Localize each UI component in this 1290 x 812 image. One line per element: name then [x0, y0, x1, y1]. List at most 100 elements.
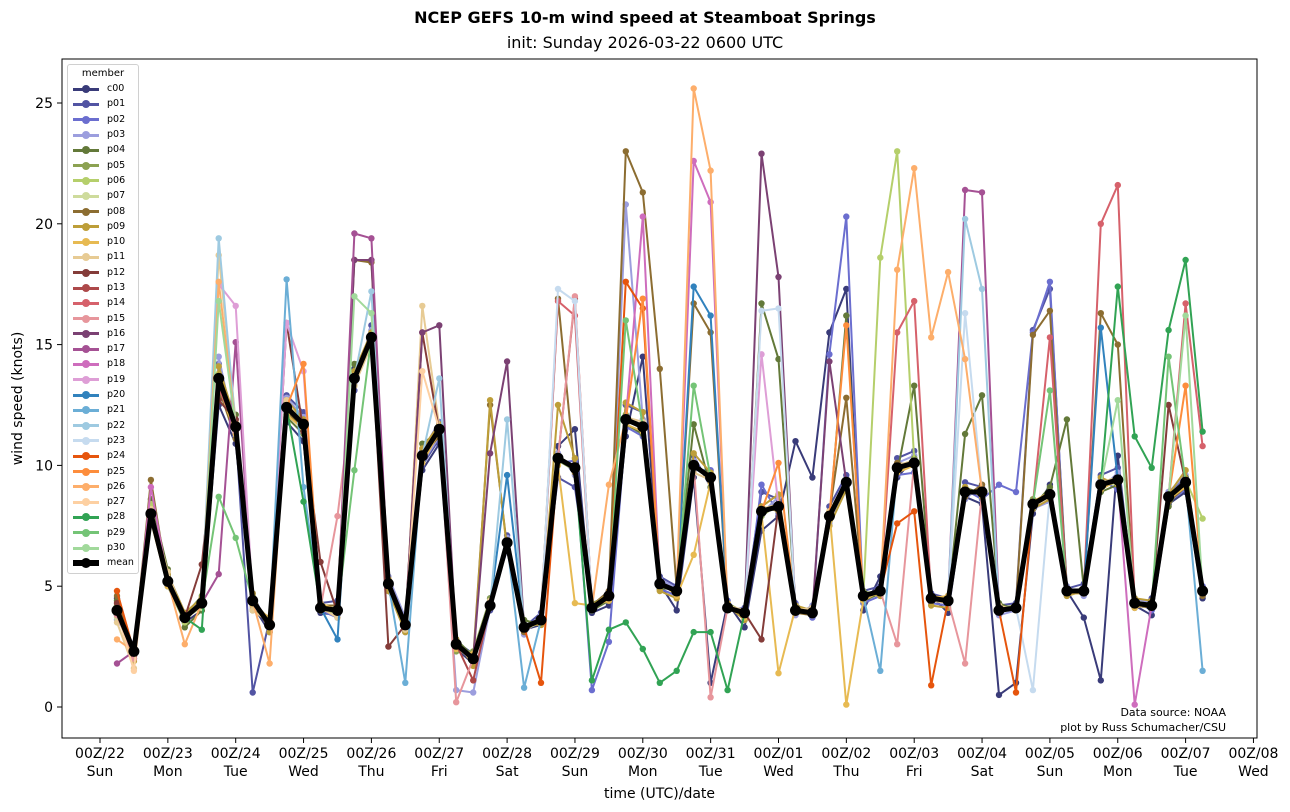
- p20-point: [503, 471, 511, 479]
- p02-point: [995, 481, 1003, 488]
- x-tick-label-time: 00Z/08: [1228, 746, 1278, 762]
- mean-point: [908, 457, 920, 469]
- p02-point: [1012, 488, 1020, 496]
- p13-point: [470, 677, 477, 684]
- p06-point: [877, 254, 884, 261]
- p21-point: [520, 684, 528, 691]
- legend-item-p04: p04: [68, 142, 138, 157]
- legend-swatch: [73, 420, 99, 430]
- mean-point: [281, 401, 293, 413]
- legend-item-p01: p01: [68, 96, 138, 111]
- legend-item-p03: p03: [68, 127, 138, 142]
- p25-point: [775, 459, 782, 467]
- x-tick-label-time: 00Z/26: [346, 746, 396, 762]
- x-tick-label-day: Sun: [1037, 764, 1064, 780]
- p25-point: [843, 322, 850, 329]
- x-tick-label-time: 00Z/04: [957, 746, 1007, 762]
- p29-point: [1165, 353, 1172, 360]
- legend-label: p26: [107, 480, 126, 492]
- legend-swatch: [73, 283, 99, 293]
- legend-label: p13: [107, 282, 126, 293]
- p16-point: [758, 150, 765, 157]
- mean-point: [942, 595, 954, 607]
- legend-swatch: [73, 191, 99, 201]
- mean-point: [1197, 585, 1209, 597]
- p24-point: [622, 278, 629, 285]
- legend-item-p05: p05: [68, 157, 138, 172]
- x-tick-label-day: Mon: [1103, 764, 1133, 780]
- legend-label: p08: [107, 205, 126, 217]
- legend-label: p12: [107, 266, 126, 278]
- y-tick-label: 10: [35, 458, 53, 474]
- legend-swatch: [73, 267, 99, 277]
- p14-point: [1199, 442, 1206, 450]
- p21-point: [1199, 667, 1206, 674]
- x-tick-label-day: Thu: [357, 764, 384, 780]
- legend-label: p14: [107, 297, 126, 309]
- legend-label: p30: [107, 542, 126, 554]
- x-tick-label-day: Thu: [832, 764, 859, 780]
- mean-point: [1010, 602, 1022, 614]
- mean-point: [671, 585, 683, 597]
- p20-point: [334, 636, 341, 643]
- p28-point: [1165, 326, 1172, 334]
- mean-point: [620, 414, 632, 425]
- p26-point: [113, 636, 121, 643]
- p26-point: [215, 278, 222, 285]
- legend-item-p18: p18: [68, 356, 138, 371]
- legend-item-p07: p07: [68, 188, 138, 203]
- p22-point: [368, 288, 375, 295]
- c00-point: [639, 353, 646, 360]
- x-tick-label-time: 00Z/29: [550, 746, 600, 762]
- mean-point: [467, 653, 479, 665]
- legend-item-p14: p14: [68, 295, 138, 310]
- p04-point: [690, 421, 697, 428]
- mean-point: [993, 604, 1005, 616]
- p24-point: [894, 520, 901, 527]
- x-tick-label-time: 00Z/01: [754, 746, 804, 762]
- p16-point: [419, 329, 426, 336]
- x-axis-label: time (UTC)/date: [604, 786, 715, 802]
- c00-point: [809, 474, 816, 481]
- mean-point: [857, 590, 869, 602]
- legend-swatch: [73, 359, 99, 369]
- x-tick-label-day: Fri: [906, 764, 923, 780]
- p24-point: [1012, 689, 1020, 696]
- p28-point: [656, 679, 663, 686]
- p16-point: [826, 358, 833, 365]
- legend-item-p08: p08: [68, 203, 138, 218]
- mean-point: [976, 486, 988, 498]
- legend-label: p02: [107, 113, 126, 125]
- c00-point: [995, 691, 1003, 699]
- mean-point: [1146, 600, 1158, 611]
- legend-swatch: [73, 99, 99, 109]
- p18-point: [147, 483, 155, 491]
- legend-swatch: [73, 543, 99, 553]
- p22-point: [978, 285, 986, 293]
- mean-point: [416, 450, 428, 462]
- p28-point: [1199, 428, 1206, 435]
- legend-label: p17: [107, 343, 126, 355]
- legend-swatch: [73, 435, 99, 445]
- p09-point: [656, 587, 663, 595]
- p08-point: [1097, 310, 1105, 317]
- p26-point: [181, 641, 188, 648]
- legend-swatch: [73, 221, 99, 231]
- legend-item-p06: p06: [68, 173, 138, 188]
- p23-point: [775, 305, 782, 312]
- p28-point: [622, 619, 629, 626]
- legend-item-p02: p02: [68, 112, 138, 127]
- legend-item-p25: p25: [68, 463, 138, 478]
- x-tick-label-time: 00Z/07: [1161, 746, 1211, 762]
- p08-point: [147, 476, 155, 484]
- x-tick-label-time: 00Z/02: [821, 746, 871, 762]
- p21-point: [402, 679, 409, 686]
- legend-label: p03: [107, 129, 126, 141]
- legend-swatch: [73, 114, 99, 124]
- legend-item-p15: p15: [68, 310, 138, 325]
- p26-point: [961, 355, 969, 363]
- mean-point: [450, 638, 462, 650]
- legend-swatch: [73, 130, 99, 140]
- p24-point: [113, 587, 121, 595]
- legend-swatch: [73, 84, 99, 94]
